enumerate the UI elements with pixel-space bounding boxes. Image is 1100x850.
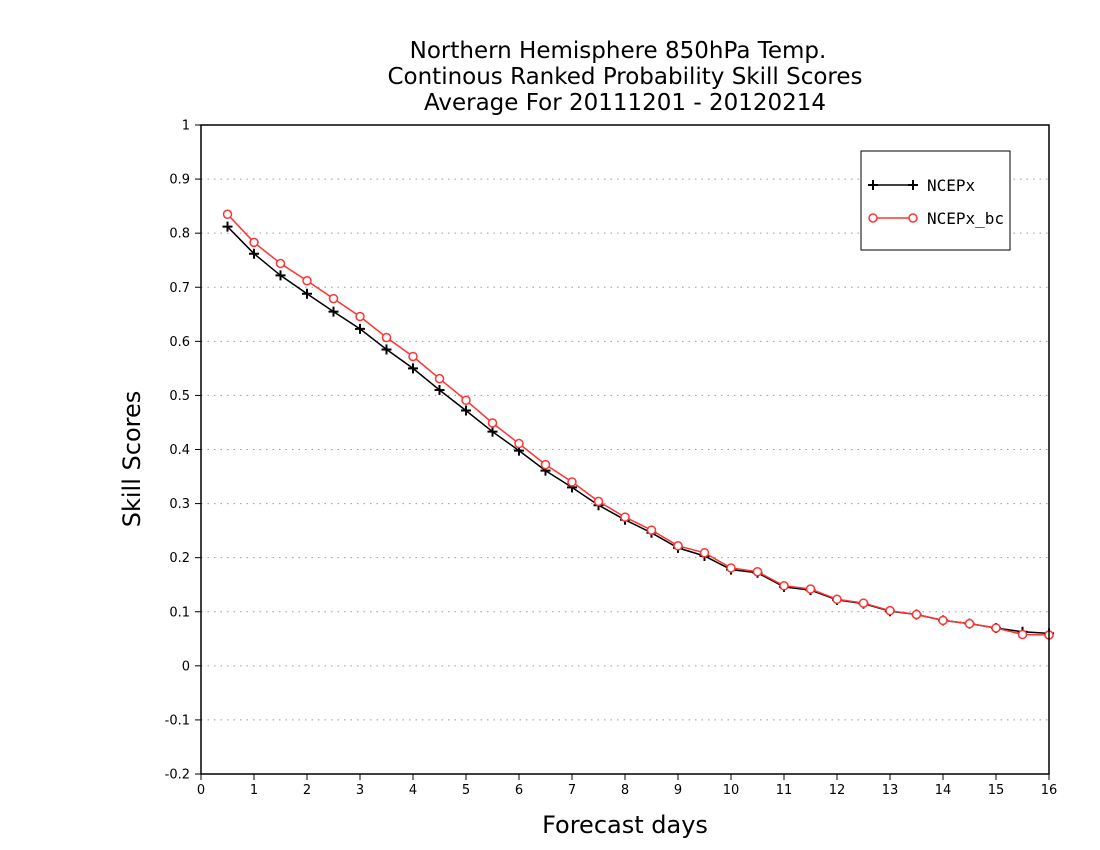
legend-marker <box>908 180 918 190</box>
legend-label: NCEPx_bc <box>927 209 1004 228</box>
plus-marker <box>222 221 233 232</box>
x-axis-ticks: 0 1 2 3 4 5 6 7 8 9 10 11 12 13 14 15 16 <box>197 774 1057 798</box>
chart-title: Northern Hemisphere 850hPa Temp. Contino… <box>387 38 862 116</box>
circle-marker <box>408 351 418 362</box>
circle-marker <box>514 438 524 449</box>
plus-marker <box>275 270 286 281</box>
plus-marker <box>487 426 498 437</box>
chart-title-line-2: Continous Ranked Probability Skill Score… <box>387 64 862 90</box>
plus-marker <box>302 288 312 299</box>
x-tick-label: 12 <box>829 783 846 798</box>
circle-marker <box>593 496 604 507</box>
x-tick-label: 4 <box>409 783 417 798</box>
y-tick-label: -0.2 <box>165 768 190 783</box>
circle-marker <box>540 459 551 470</box>
circle-marker <box>275 258 286 269</box>
grid-lines <box>201 178 1049 721</box>
y-tick-label: 0 <box>182 659 190 674</box>
plus-marker <box>381 344 392 355</box>
circle-marker <box>567 477 577 487</box>
legend-box <box>860 150 1011 251</box>
x-tick-label: 3 <box>356 783 364 798</box>
y-tick-label: 0.9 <box>169 173 190 188</box>
series-layer <box>222 209 1054 640</box>
y-tick-label: 0.1 <box>169 605 190 620</box>
circle-marker <box>620 512 630 522</box>
x-tick-label: 6 <box>515 783 523 798</box>
x-tick-label: 11 <box>776 783 793 798</box>
y-tick-label: 1 <box>182 119 190 134</box>
y-tick-label: 0.8 <box>169 227 190 242</box>
y-tick-label: 0.4 <box>169 443 190 458</box>
plus-marker <box>355 323 365 334</box>
circle-marker <box>355 311 365 322</box>
x-tick-label: 7 <box>568 783 576 798</box>
legend-label: NCEPx <box>927 176 976 195</box>
plus-marker <box>408 363 418 374</box>
x-tick-label: 13 <box>882 783 899 798</box>
legend: NCEPx NCEPx_bc <box>860 150 1011 251</box>
circle-marker <box>805 584 816 594</box>
circle-marker <box>938 615 948 626</box>
x-tick-label: 10 <box>723 783 740 798</box>
circle-marker <box>461 395 471 406</box>
circle-marker <box>911 609 922 620</box>
circle-marker <box>302 276 312 286</box>
legend-marker <box>868 180 878 190</box>
x-tick-label: 15 <box>988 783 1005 798</box>
plus-marker <box>461 405 471 416</box>
circle-marker <box>752 566 763 577</box>
circle-marker <box>779 581 789 591</box>
circle-marker <box>249 237 259 248</box>
series-ncepx <box>222 221 1054 639</box>
circle-marker <box>1017 629 1028 640</box>
y-axis-title: Skill Scores <box>118 391 146 528</box>
y-tick-label: -0.1 <box>165 713 190 728</box>
x-tick-label: 16 <box>1041 783 1058 798</box>
legend-item: NCEPx_bc <box>868 209 1004 228</box>
x-tick-label: 14 <box>935 783 952 798</box>
y-tick-label: 0.7 <box>169 281 190 296</box>
x-tick-label: 9 <box>674 783 682 798</box>
x-axis-title: Forecast days <box>542 811 708 839</box>
y-tick-label: 0.5 <box>169 389 190 404</box>
x-tick-label: 8 <box>621 783 629 798</box>
plus-marker <box>434 385 445 396</box>
circle-marker <box>381 332 392 343</box>
circle-marker <box>964 618 975 629</box>
circle-marker <box>885 605 895 616</box>
circle-marker <box>646 525 657 535</box>
x-tick-label: 1 <box>250 783 258 798</box>
chart-title-line-1: Northern Hemisphere 850hPa Temp. <box>410 38 827 64</box>
x-tick-label: 2 <box>303 783 311 798</box>
y-tick-label: 0.2 <box>169 551 190 566</box>
x-tick-label: 5 <box>462 783 470 798</box>
circle-marker <box>832 594 842 605</box>
legend-item: NCEPx <box>868 176 976 195</box>
y-tick-label: 0.6 <box>169 335 190 350</box>
circle-marker <box>673 541 683 551</box>
legend-marker <box>868 213 878 223</box>
x-tick-label: 0 <box>197 783 205 798</box>
plus-marker <box>328 306 339 317</box>
circle-marker <box>858 598 869 608</box>
circle-marker <box>434 373 445 384</box>
circle-marker <box>328 293 339 304</box>
chart-title-line-3: Average For 20111201 - 20120214 <box>424 90 826 116</box>
circle-marker <box>699 548 710 558</box>
circle-marker <box>222 209 233 219</box>
y-tick-label: 0.3 <box>169 497 190 512</box>
y-axis-ticks: -0.2 -0.1 0 0.1 0.2 0.3 0.4 0.5 0.6 0.7 0.8 0.9 1 <box>165 119 201 783</box>
legend-marker <box>908 213 918 223</box>
series-ncepx-bc <box>222 209 1054 640</box>
series-line <box>226 213 1050 636</box>
circle-marker <box>991 623 1001 633</box>
circle-marker <box>726 563 736 573</box>
plus-marker <box>249 248 259 259</box>
circle-marker <box>487 418 498 428</box>
